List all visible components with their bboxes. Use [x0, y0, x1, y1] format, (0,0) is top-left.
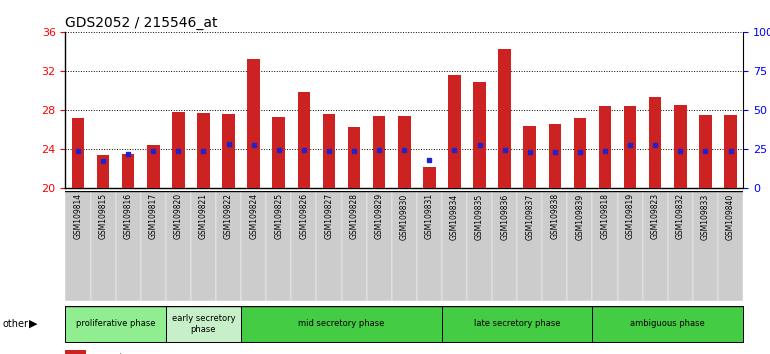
- Bar: [542, 191, 567, 301]
- Bar: [718, 191, 743, 301]
- Text: proliferative phase: proliferative phase: [76, 319, 156, 329]
- Bar: [116, 191, 141, 301]
- Bar: [624, 106, 636, 188]
- Bar: [442, 306, 592, 342]
- Bar: [141, 191, 166, 301]
- Text: GSM109820: GSM109820: [174, 193, 183, 239]
- Bar: [65, 191, 91, 301]
- Bar: [392, 191, 417, 301]
- Bar: [474, 82, 486, 188]
- Bar: [618, 191, 643, 301]
- Text: GSM109819: GSM109819: [625, 193, 634, 239]
- Text: GSM109829: GSM109829: [375, 193, 383, 239]
- Bar: [517, 191, 542, 301]
- Bar: [172, 112, 185, 188]
- Bar: [191, 191, 216, 301]
- Bar: [266, 191, 291, 301]
- Bar: [297, 92, 310, 188]
- Bar: [668, 191, 693, 301]
- Bar: [91, 191, 116, 301]
- Bar: [291, 191, 316, 301]
- Bar: [241, 191, 266, 301]
- Text: GSM109837: GSM109837: [525, 193, 534, 240]
- Bar: [147, 145, 159, 188]
- Text: GSM109839: GSM109839: [575, 193, 584, 240]
- Bar: [216, 191, 241, 301]
- Bar: [122, 154, 135, 188]
- Text: GSM109817: GSM109817: [149, 193, 158, 239]
- Text: GDS2052 / 215546_at: GDS2052 / 215546_at: [65, 16, 218, 30]
- Bar: [448, 75, 460, 188]
- Bar: [649, 97, 661, 188]
- Text: GSM109818: GSM109818: [601, 193, 610, 239]
- Bar: [423, 167, 436, 188]
- Bar: [342, 191, 367, 301]
- Bar: [348, 127, 360, 188]
- Text: GSM109826: GSM109826: [300, 193, 308, 239]
- Text: GSM109823: GSM109823: [651, 193, 660, 239]
- Bar: [373, 115, 386, 188]
- Text: ▶: ▶: [29, 319, 38, 329]
- Text: GSM109832: GSM109832: [676, 193, 685, 239]
- Bar: [492, 191, 517, 301]
- Bar: [273, 116, 285, 188]
- Text: GSM109825: GSM109825: [274, 193, 283, 239]
- Text: late secretory phase: late secretory phase: [474, 319, 561, 329]
- Text: early secretory
phase: early secretory phase: [172, 314, 236, 333]
- Bar: [398, 115, 410, 188]
- Text: mid secretory phase: mid secretory phase: [298, 319, 385, 329]
- Bar: [524, 126, 536, 188]
- Text: GSM109835: GSM109835: [475, 193, 484, 240]
- Text: GSM109836: GSM109836: [500, 193, 509, 240]
- Text: GSM109838: GSM109838: [551, 193, 559, 239]
- Bar: [166, 306, 241, 342]
- Text: GSM109822: GSM109822: [224, 193, 233, 239]
- Text: GSM109815: GSM109815: [99, 193, 108, 239]
- Bar: [97, 155, 109, 188]
- Text: GSM109830: GSM109830: [400, 193, 409, 240]
- Bar: [693, 191, 718, 301]
- Bar: [699, 115, 711, 188]
- Text: GSM109814: GSM109814: [73, 193, 82, 239]
- Bar: [574, 118, 586, 188]
- Bar: [65, 350, 85, 354]
- Bar: [166, 191, 191, 301]
- Bar: [548, 124, 561, 188]
- Bar: [241, 306, 442, 342]
- Bar: [498, 49, 511, 188]
- Text: GSM109831: GSM109831: [425, 193, 434, 239]
- Bar: [197, 113, 209, 188]
- Text: GSM109840: GSM109840: [726, 193, 735, 240]
- Text: GSM109821: GSM109821: [199, 193, 208, 239]
- Bar: [442, 191, 467, 301]
- Text: GSM109833: GSM109833: [701, 193, 710, 240]
- Bar: [65, 306, 166, 342]
- Bar: [599, 106, 611, 188]
- Bar: [643, 191, 668, 301]
- Bar: [725, 115, 737, 188]
- Bar: [72, 118, 84, 188]
- Bar: [467, 191, 492, 301]
- Bar: [316, 191, 342, 301]
- Bar: [417, 191, 442, 301]
- Bar: [592, 306, 743, 342]
- Bar: [367, 191, 392, 301]
- Text: GSM109824: GSM109824: [249, 193, 258, 239]
- Text: GSM109834: GSM109834: [450, 193, 459, 240]
- Text: count: count: [92, 353, 124, 354]
- Text: GSM109816: GSM109816: [124, 193, 132, 239]
- Text: ambiguous phase: ambiguous phase: [631, 319, 705, 329]
- Bar: [223, 114, 235, 188]
- Text: other: other: [2, 319, 28, 329]
- Bar: [247, 59, 260, 188]
- Text: GSM109827: GSM109827: [324, 193, 333, 239]
- Text: GSM109828: GSM109828: [350, 193, 359, 239]
- Bar: [592, 191, 618, 301]
- Bar: [323, 114, 335, 188]
- Bar: [674, 105, 687, 188]
- Bar: [567, 191, 592, 301]
